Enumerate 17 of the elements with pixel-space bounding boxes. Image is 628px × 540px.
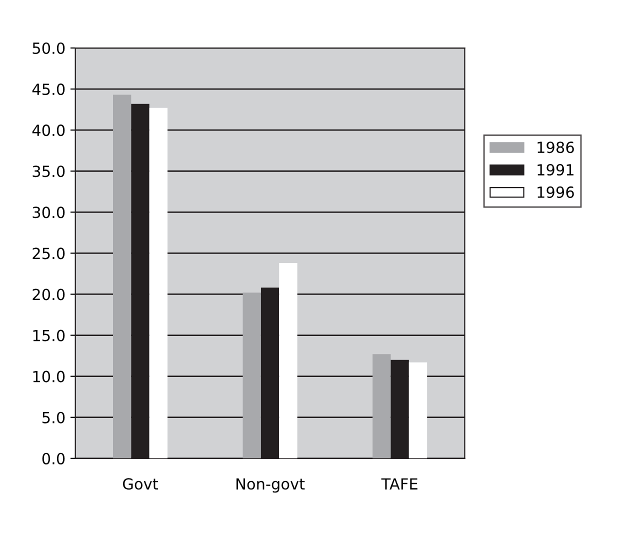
- y-tick-label: 5.0: [42, 412, 65, 424]
- x-tick-label: TAFE: [381, 478, 418, 490]
- y-tick-label: 50.0: [32, 42, 65, 54]
- y-tick-label: 45.0: [32, 84, 65, 96]
- y-tick-label: 30.0: [32, 206, 65, 218]
- x-tick-label: Non-govt: [236, 478, 305, 493]
- y-tick-label: 20.0: [32, 288, 65, 300]
- y-tick-label: 15.0: [33, 330, 65, 342]
- legend-label: 1991: [538, 164, 574, 176]
- y-tick-label: 35.0: [32, 166, 65, 178]
- legend-label: 1986: [538, 142, 574, 154]
- x-tick-label: Govt: [123, 478, 158, 490]
- y-tick-label: 10.0: [33, 370, 65, 382]
- y-tick-label: 0.0: [42, 452, 65, 464]
- y-tick-label: 40.0: [32, 124, 65, 136]
- y-tick-label: 25.0: [32, 248, 65, 260]
- legend-label: 1996: [538, 186, 574, 198]
